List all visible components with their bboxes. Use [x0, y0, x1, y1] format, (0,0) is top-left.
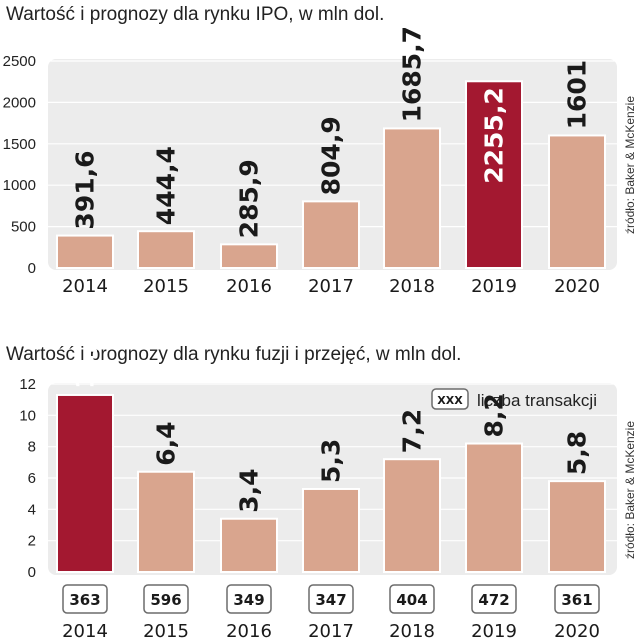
ma-legend: XXX liczba transakcji — [431, 388, 597, 410]
value-label: 285,9 — [235, 159, 264, 238]
bar-2015 — [137, 470, 195, 574]
bar-2015 — [137, 230, 195, 269]
ma-y-axis: 0 2 4 6 8 10 12 — [19, 376, 36, 581]
count-box — [62, 584, 108, 614]
legend-key-box — [431, 388, 469, 410]
ipo-x-axis: 2014 2015 2016 2017 2018 2019 2020 — [62, 276, 600, 297]
y-tick-label: 2500 — [3, 53, 36, 70]
count-box — [471, 584, 517, 614]
bar-2018 — [383, 127, 441, 269]
x-tick-label: 2020 — [554, 621, 600, 640]
value-label: 444,4 — [152, 146, 181, 225]
y-tick-label: 8 — [28, 439, 36, 456]
value-label: 11,3 — [71, 327, 100, 389]
x-tick-label: 2019 — [471, 621, 517, 640]
bar-2016 — [220, 517, 278, 574]
bar-2020 — [548, 134, 606, 269]
x-tick-label: 2014 — [62, 276, 108, 297]
value-label: 6,4 — [152, 421, 181, 465]
y-tick-label: 500 — [11, 219, 36, 236]
y-tick-label: 2000 — [3, 94, 36, 111]
value-label: 1685,7 — [398, 26, 427, 122]
bar-2020 — [548, 480, 606, 573]
y-tick-label: 0 — [28, 260, 36, 277]
x-tick-label: 2017 — [308, 621, 354, 640]
value-label: 5,8 — [563, 431, 592, 475]
bar-2017 — [302, 200, 360, 269]
legend-label: liczba transakcji — [477, 391, 597, 410]
transaction-count: 363 — [69, 591, 100, 609]
x-tick-label: 2018 — [389, 621, 435, 640]
bar-2014 — [56, 393, 114, 574]
y-tick-label: 12 — [19, 376, 36, 393]
value-label: 2255,2 — [480, 87, 509, 183]
bar-2014 — [56, 234, 114, 269]
y-tick-label: 10 — [19, 407, 36, 424]
x-tick-label: 2015 — [143, 621, 189, 640]
x-tick-label: 2017 — [308, 276, 354, 297]
count-box — [554, 584, 600, 614]
x-tick-label: 2016 — [226, 276, 272, 297]
x-tick-label: 2019 — [471, 276, 517, 297]
bar-2019 — [465, 80, 523, 269]
x-tick-label: 2016 — [226, 621, 272, 640]
x-tick-label: 2014 — [62, 621, 108, 640]
ipo-y-axis: 0 500 1000 1500 2000 2500 — [3, 53, 36, 277]
transaction-count: 404 — [396, 591, 427, 609]
transaction-count: 472 — [478, 591, 509, 609]
y-tick-label: 1000 — [3, 177, 36, 194]
count-box — [389, 584, 435, 614]
bar-2017 — [302, 487, 360, 574]
x-tick-label: 2020 — [554, 276, 600, 297]
legend-key-text: XXX — [437, 394, 463, 407]
x-tick-label: 2018 — [389, 276, 435, 297]
count-box — [308, 584, 354, 614]
value-label: 3,4 — [235, 468, 264, 512]
ma-bars: 11,3 6,4 3,4 5,3 7,2 8,2 5,8 — [56, 327, 606, 574]
ipo-chart: Wartość i prognozy dla rynku IPO, w mln … — [3, 4, 637, 297]
ipo-source: źródło: Baker & McKenzie — [623, 96, 637, 234]
ma-chart-title: Wartość i prognozy dla rynku fuzji i prz… — [6, 344, 461, 365]
bar-2016 — [220, 243, 278, 270]
y-tick-label: 6 — [28, 470, 36, 487]
value-label: 391,6 — [71, 150, 100, 229]
ipo-bars: 391,6 444,4 285,9 804,9 1685,7 2255,2 1601 — [56, 26, 606, 270]
y-tick-label: 2 — [28, 533, 36, 550]
transaction-count: 349 — [233, 591, 264, 609]
x-tick-label: 2015 — [143, 276, 189, 297]
transaction-count: 347 — [315, 591, 346, 609]
count-box — [226, 584, 272, 614]
count-box — [143, 584, 189, 614]
value-label: 1601 — [563, 60, 592, 130]
bar-2019 — [465, 442, 523, 573]
value-label: 8,2 — [480, 393, 509, 437]
value-label: 7,2 — [398, 409, 427, 453]
ma-transaction-counts: 363 596 349 347 404 472 361 — [62, 584, 600, 614]
y-tick-label: 1500 — [3, 136, 36, 153]
value-label: 5,3 — [317, 439, 346, 483]
y-tick-label: 0 — [28, 564, 36, 581]
ma-x-axis: 2014 2015 2016 2017 2018 2019 2020 — [62, 621, 600, 640]
bar-2018 — [383, 458, 441, 574]
transaction-count: 596 — [150, 591, 181, 609]
y-tick-label: 4 — [28, 501, 36, 518]
ma-chart: Wartość i prognozy dla rynku fuzji i prz… — [6, 327, 637, 640]
transaction-count: 361 — [561, 591, 592, 609]
ipo-chart-title: Wartość i prognozy dla rynku IPO, w mln … — [6, 4, 384, 25]
value-label: 804,9 — [317, 116, 346, 195]
ma-source: źródło: Baker & McKenzie — [623, 421, 637, 559]
